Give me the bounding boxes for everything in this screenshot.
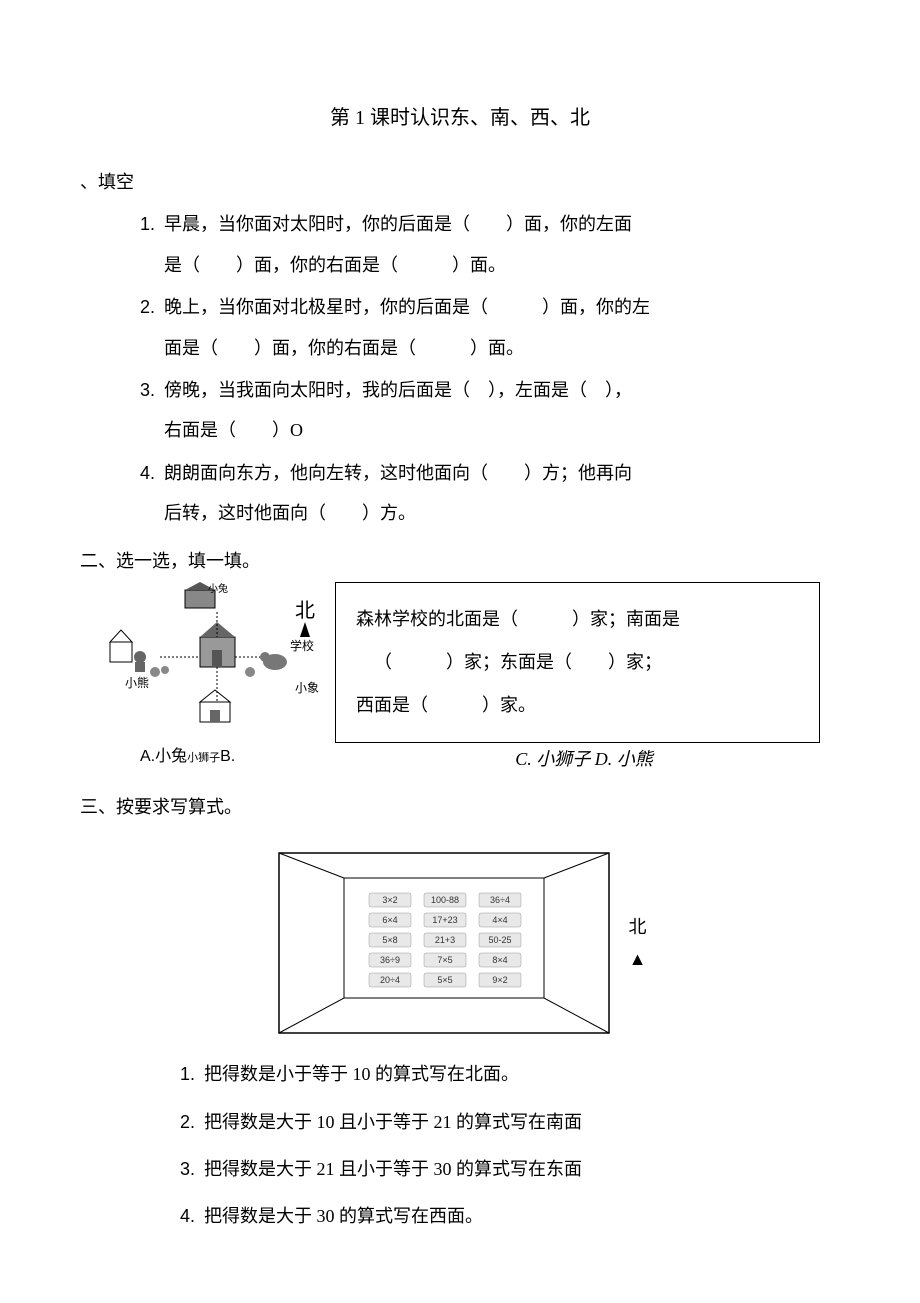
section3-header: 三、按要求写算式。 [80, 791, 820, 823]
bear-label: 小熊 [125, 675, 149, 690]
expr-text: 8×4 [492, 955, 507, 965]
room-svg: 3×2 100-88 36÷4 6×4 17+23 4×4 5×8 21+3 50-25 36÷9… [274, 848, 614, 1038]
q1-text: 早晨，当你面对太阳时，你的后面是（ ）面，你的左面 [164, 208, 820, 240]
s3-q3-text: 把得数是大于 21 且小于等于 30 的算式写在东面 [204, 1153, 820, 1185]
box-line1: 森林学校的北面是（ ）家；南面是 [356, 598, 799, 641]
s3-q4: 4. 把得数是大于 30 的算式写在西面。 [180, 1200, 820, 1232]
q3: 3. 傍晚，当我面向太阳时，我的后面是（ ），左面是（ ）， [140, 374, 820, 406]
q1: 1. 早晨，当你面对太阳时，你的后面是（ ）面，你的左面 [140, 208, 820, 240]
s3-q4-text: 把得数是大于 30 的算式写在西面。 [204, 1200, 820, 1232]
q3-num: 3. [140, 374, 164, 406]
page-title: 第 1 课时认识东、南、西、北 [100, 100, 820, 136]
s3-q3-num: 3. [180, 1153, 204, 1185]
q4-line2: 后转，这时他面向（ ）方。 [164, 497, 820, 529]
room-diagram: 3×2 100-88 36÷4 6×4 17+23 4×4 5×8 21+3 50-25 36÷9… [100, 848, 820, 1038]
q3-line2: 右面是（ ）O [164, 414, 820, 446]
rabbit-label: 小兔 [208, 582, 228, 595]
map-north: 北 [295, 599, 315, 622]
section2-content: 小兔 北 学校 小熊 [100, 582, 820, 744]
expr-text: 3×2 [382, 895, 397, 905]
box-line2: （ ）家；东面是（ ）家； [356, 641, 799, 684]
answer-box: 森林学校的北面是（ ）家；南面是 （ ）家；东面是（ ）家； 西面是（ ）家。 [335, 582, 820, 744]
elephant-label: 小象 [295, 681, 319, 695]
map-block: 小兔 北 学校 小熊 [100, 582, 330, 742]
box-line3: 西面是（ ）家。 [356, 684, 799, 727]
q2: 2. 晚上，当你面对北极星时，你的后面是（ ）面，你的左 [140, 291, 820, 323]
s3-q1: 1. 把得数是小于等于 10 的算式写在北面。 [180, 1058, 820, 1090]
expr-text: 5×8 [382, 935, 397, 945]
q1-line2: 是（ ）面，你的右面是（ ）面。 [164, 249, 820, 281]
options-row: A.小兔小狮子B. C. 小狮子 D. 小熊 [100, 743, 820, 775]
north-marker: 北 ▲ [629, 911, 647, 976]
q2-num: 2. [140, 291, 164, 323]
q4: 4. 朗朗面向东方，他向左转，这时他面向（ ）方；他再向 [140, 457, 820, 489]
q2-line2: 面是（ ）面，你的右面是（ ）面。 [164, 332, 820, 364]
expr-text: 20÷4 [380, 975, 400, 985]
q4-num: 4. [140, 457, 164, 489]
options-left: A.小兔小狮子B. [140, 743, 235, 775]
q1-num: 1. [140, 208, 164, 240]
expr-text: 4×4 [492, 915, 507, 925]
north-text: 北 [629, 911, 647, 943]
s3-q2-text: 把得数是大于 10 且小于等于 21 的算式写在南面 [204, 1106, 820, 1138]
section2-header: 二、选一选，填一填。 [80, 545, 820, 577]
s3-q3: 3. 把得数是大于 21 且小于等于 30 的算式写在东面 [180, 1153, 820, 1185]
expr-text: 21+3 [434, 935, 454, 945]
expr-text: 17+23 [432, 915, 457, 925]
expr-text: 9×2 [492, 975, 507, 985]
q2-text: 晚上，当你面对北极星时，你的后面是（ ）面，你的左 [164, 291, 820, 323]
expr-text: 50-25 [488, 935, 511, 945]
q3-text: 傍晚，当我面向太阳时，我的后面是（ ），左面是（ ）， [164, 374, 820, 406]
expr-text: 36÷9 [380, 955, 400, 965]
options-right: C. 小狮子 D. 小熊 [515, 743, 653, 775]
s3-q2-num: 2. [180, 1106, 204, 1138]
s3-q1-num: 1. [180, 1058, 204, 1090]
s3-q1-text: 把得数是小于等于 10 的算式写在北面。 [204, 1058, 820, 1090]
expr-text: 7×5 [437, 955, 452, 965]
expr-text: 5×5 [437, 975, 452, 985]
expr-text: 100-88 [430, 895, 458, 905]
section1-header: 、填空 [80, 166, 820, 198]
map-image: 小兔 北 学校 小熊 [100, 582, 330, 732]
s3-q2: 2. 把得数是大于 10 且小于等于 21 的算式写在南面 [180, 1106, 820, 1138]
expr-text: 36÷4 [490, 895, 510, 905]
school-label: 学校 [290, 638, 314, 653]
q4-text: 朗朗面向东方，他向左转，这时他面向（ ）方；他再向 [164, 457, 820, 489]
map-north-arrow [300, 622, 310, 637]
expr-text: 6×4 [382, 915, 397, 925]
north-arrow-icon: ▲ [629, 943, 647, 975]
s3-q4-num: 4. [180, 1200, 204, 1232]
